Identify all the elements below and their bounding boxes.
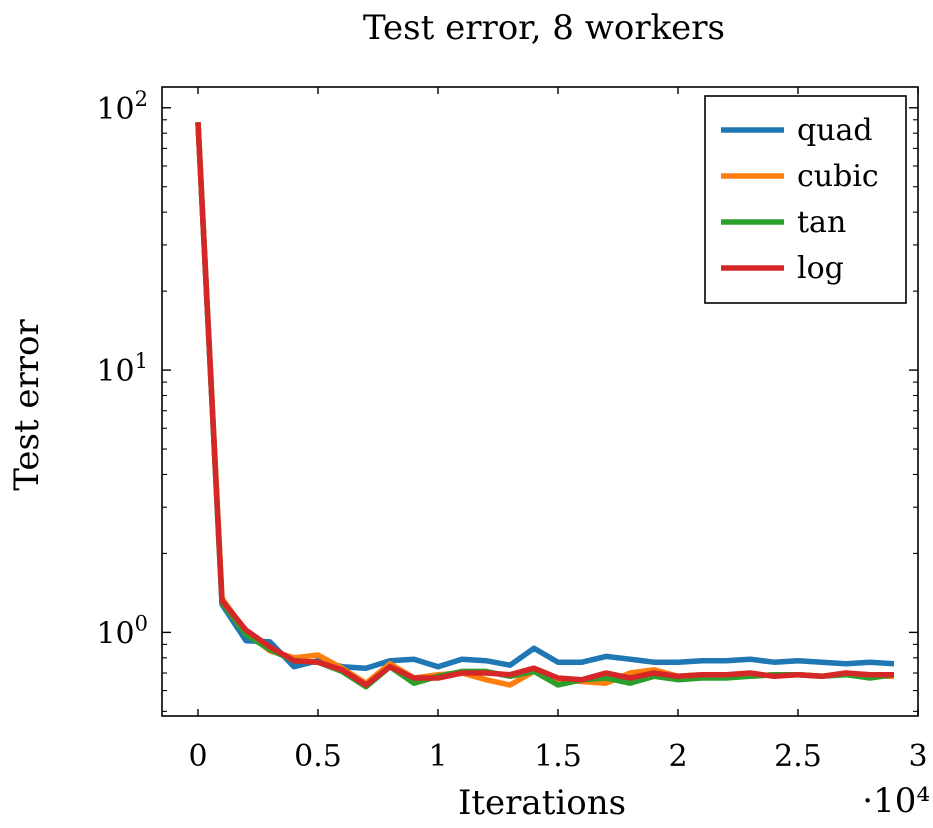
legend-label-cubic: cubic — [797, 159, 879, 194]
legend: quad cubic tan log — [704, 95, 907, 304]
x-tick-label: 1 — [428, 739, 447, 774]
x-axis-label: Iterations — [458, 783, 626, 823]
x-tick-label: 0 — [188, 739, 207, 774]
x-axis-multiplier: ·10⁴ — [862, 781, 930, 821]
series-line-log — [195, 122, 894, 688]
legend-label-quad: quad — [797, 113, 873, 148]
plot-frame — [161, 86, 919, 717]
x-tick-label: 2 — [668, 739, 687, 774]
x-tick-label: 3 — [908, 739, 927, 774]
x-tick-label: 0.5 — [294, 739, 342, 774]
series-lines — [195, 122, 895, 690]
x-tick-label: 1.5 — [534, 739, 582, 774]
y-tick-label: 101 — [96, 349, 148, 389]
y-tick-label: 100 — [96, 611, 148, 651]
x-tick-label: 2.5 — [774, 739, 822, 774]
legend-label-tan: tan — [797, 205, 846, 240]
y-tick-label: 102 — [96, 87, 148, 127]
legend-label-log: log — [797, 251, 844, 286]
chart-title: Test error, 8 workers — [363, 8, 725, 48]
y-axis-label: Test error — [7, 319, 47, 491]
axis-ticks: 0 0.5 1 1.5 2 2.5 3 100 101 102 — [96, 87, 927, 774]
